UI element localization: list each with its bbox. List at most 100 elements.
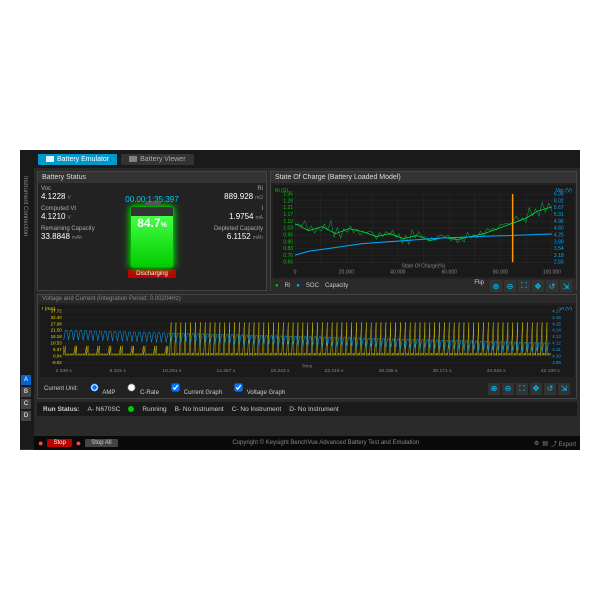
check-current-graph[interactable]: Current Graph	[169, 381, 222, 396]
vi-panel: Voltage and Current (Integration Period:…	[37, 294, 577, 399]
svg-text:4.12: 4.12	[552, 341, 561, 346]
tab-battery-viewer[interactable]: Battery Viewer	[121, 154, 193, 165]
top-row: Battery Status Voc 4.1228V Computed Vt 4…	[37, 171, 577, 291]
svg-text:0.90: 0.90	[283, 239, 293, 245]
svg-text:80.000: 80.000	[493, 269, 509, 275]
tab-label: Battery Viewer	[140, 156, 185, 163]
stop-all-button[interactable]: Stop All	[85, 439, 117, 447]
svg-text:3.89: 3.89	[554, 239, 564, 245]
instrument-b: B- No Instrument	[175, 406, 224, 413]
fit-icon[interactable]: ⛶	[518, 280, 530, 292]
tab-label: Battery Emulator	[57, 156, 109, 163]
battery-center: 00.00:1:35:397 84.7% Discharging	[109, 186, 195, 287]
run-status-bar: Run Status: A- N670SC Running B- No Inst…	[37, 402, 577, 416]
panel-title: State Of Charge (Battery Loaded Model)	[271, 172, 576, 183]
bottom-bar: ● Stop ● Stop All Copyright © Keysight B…	[34, 436, 580, 450]
battery-status-panel: Battery Status Voc 4.1228V Computed Vt 4…	[37, 171, 267, 291]
svg-text:34.024 s: 34.024 s	[487, 368, 506, 374]
discharge-button[interactable]: Discharging	[128, 270, 176, 278]
vi-chart[interactable]: 37.7232.4027.0821.5016.1810.535.370.04-6…	[40, 305, 574, 377]
svg-text:0.83: 0.83	[283, 246, 293, 252]
depleted-value: 6.1152	[227, 232, 251, 241]
soc-chart[interactable]: 1.351.281.211.171.101.030.960.900.830.76…	[273, 185, 574, 277]
content-area: Battery Status Voc 4.1228V Computed Vt 4…	[34, 168, 580, 436]
battery-left-stats: Voc 4.1228V Computed Vt 4.1210V Remainin…	[41, 186, 109, 287]
svg-text:20.000: 20.000	[339, 269, 355, 275]
svg-text:5.31: 5.31	[554, 212, 564, 218]
flip-label[interactable]: Flip	[474, 280, 484, 292]
svg-text:4.09: 4.09	[552, 360, 561, 365]
export-button[interactable]: ⤴ Export	[551, 439, 576, 448]
zoom-in-icon[interactable]: ⊕	[488, 383, 500, 395]
zoom-in-icon[interactable]: ⊕	[490, 280, 502, 292]
record-icon: ●	[38, 438, 43, 448]
tab-battery-emulator[interactable]: Battery Emulator	[38, 154, 117, 165]
svg-text:I (mA): I (mA)	[42, 306, 56, 312]
zoom-out-icon[interactable]: ⊖	[502, 383, 514, 395]
marker-b[interactable]: B	[21, 387, 31, 397]
svg-text:1.17: 1.17	[283, 212, 293, 218]
layers-icon[interactable]: ▤	[542, 440, 548, 447]
svg-text:26.195 s: 26.195 s	[379, 368, 398, 374]
svg-text:18.243 s: 18.243 s	[270, 368, 289, 374]
svg-text:10.291 s: 10.291 s	[162, 368, 181, 374]
legend-capacity: Capacity	[325, 283, 348, 289]
svg-text:30.171 s: 30.171 s	[433, 368, 452, 374]
svg-text:14.267 s: 14.267 s	[216, 368, 235, 374]
svg-text:5.37: 5.37	[53, 347, 62, 352]
svg-text:0.96: 0.96	[283, 232, 293, 238]
current-unit-label: Current Unit:	[44, 386, 78, 392]
running-dot-icon	[128, 406, 134, 412]
svg-text:State Of Charge(%): State Of Charge(%)	[402, 263, 446, 269]
legend-soc: SOC	[306, 283, 319, 289]
vi-chart-tools: ⊕ ⊖ ⛶ ✥ ↺ ⇲	[488, 383, 570, 395]
pan-icon[interactable]: ✥	[532, 280, 544, 292]
marker-d[interactable]: D	[21, 411, 31, 421]
i-value: 1.9754	[229, 212, 253, 221]
svg-text:4.13: 4.13	[552, 334, 561, 339]
running-label: Running	[142, 406, 166, 413]
gear-icon[interactable]: ⚙	[534, 440, 539, 447]
svg-text:0.04: 0.04	[53, 353, 62, 358]
svg-text:Ri (Ω): Ri (Ω)	[275, 188, 289, 194]
svg-text:5.67: 5.67	[554, 205, 564, 211]
export-icon[interactable]: ⇲	[560, 280, 572, 292]
svg-text:40.000: 40.000	[390, 269, 406, 275]
check-voltage-graph[interactable]: Voltage Graph	[232, 381, 285, 396]
fit-icon[interactable]: ⛶	[516, 383, 528, 395]
soc-footer: ●Ri ●SOC Capacity Flip ⊕ ⊖ ⛶ ✥ ↺ ⇲	[271, 279, 576, 293]
svg-text:42.100 s: 42.100 s	[541, 368, 560, 374]
copyright-text: Copyright © Keysight BenchVue Advanced B…	[232, 440, 419, 446]
svg-text:60.000: 60.000	[442, 269, 458, 275]
svg-text:1.03: 1.03	[283, 226, 293, 232]
svg-text:4.11: 4.11	[552, 347, 561, 352]
svg-text:6.315 s: 6.315 s	[110, 368, 127, 374]
svg-text:3.54: 3.54	[554, 246, 564, 252]
reset-icon[interactable]: ↺	[544, 383, 556, 395]
soc-panel: State Of Charge (Battery Loaded Model) 1…	[270, 171, 577, 291]
marker-c[interactable]: C	[21, 399, 31, 409]
main-area: Battery Emulator Battery Viewer Battery …	[34, 150, 580, 450]
reset-icon[interactable]: ↺	[546, 280, 558, 292]
marker-a[interactable]: A	[21, 375, 31, 385]
vi-footer: Current Unit: AMP C-Rate Current Graph V…	[38, 379, 576, 398]
radio-crate[interactable]: C-Rate	[125, 381, 159, 396]
svg-text:Voc (V): Voc (V)	[556, 188, 573, 194]
export-icon[interactable]: ⇲	[558, 383, 570, 395]
app-window: Instrument Connection Instrument Control…	[20, 150, 580, 450]
tab-bar: Battery Emulator Battery Viewer	[34, 150, 580, 168]
panel-title: Battery Status	[38, 172, 266, 183]
svg-text:100.000: 100.000	[543, 269, 561, 275]
svg-text:4.14: 4.14	[552, 328, 561, 333]
svg-text:4.25: 4.25	[554, 232, 564, 238]
svg-text:1.21: 1.21	[283, 205, 293, 211]
svg-text:22.219 s: 22.219 s	[325, 368, 344, 374]
stop-button[interactable]: Stop	[47, 439, 71, 447]
svg-text:10.53: 10.53	[51, 341, 63, 346]
zoom-out-icon[interactable]: ⊖	[504, 280, 516, 292]
pan-icon[interactable]: ✥	[530, 383, 542, 395]
svg-text:3.18: 3.18	[554, 253, 564, 259]
svg-text:1.10: 1.10	[283, 219, 293, 225]
record-icon: ●	[76, 438, 81, 448]
radio-amp[interactable]: AMP	[88, 381, 115, 396]
